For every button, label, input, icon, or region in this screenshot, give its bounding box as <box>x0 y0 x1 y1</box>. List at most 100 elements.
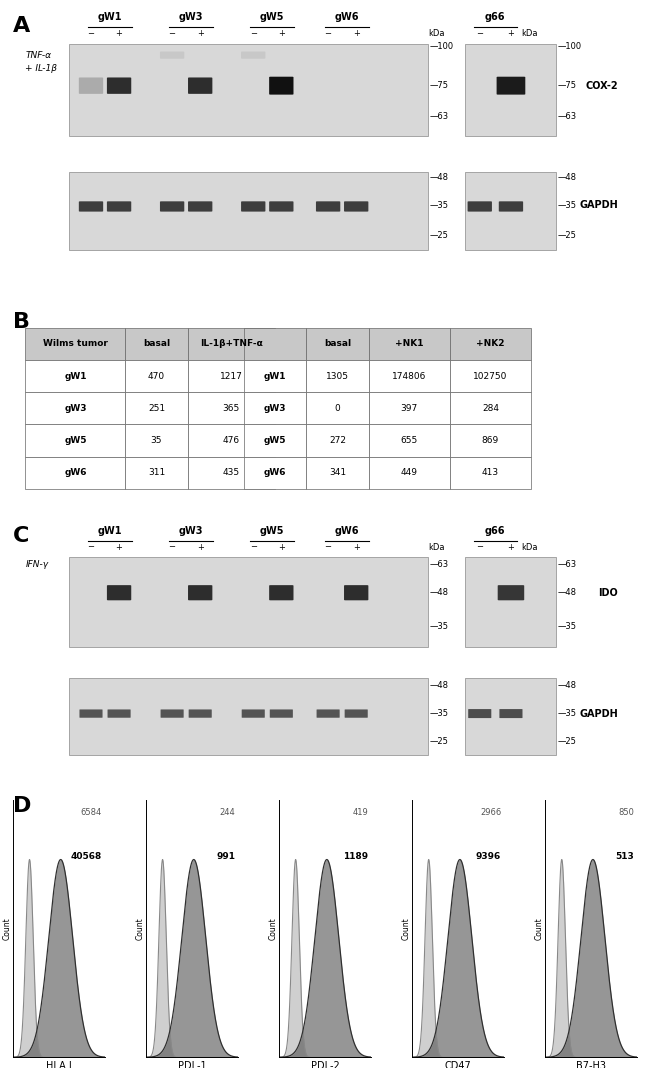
Text: −: − <box>476 30 483 38</box>
Text: Wilms tumor: Wilms tumor <box>43 340 108 348</box>
Bar <box>125 360 188 392</box>
Text: +NK2: +NK2 <box>476 340 504 348</box>
FancyBboxPatch shape <box>317 709 340 718</box>
Text: 435: 435 <box>223 468 240 477</box>
Text: +: + <box>353 30 359 38</box>
Text: +: + <box>116 30 122 38</box>
Text: —35: —35 <box>430 709 449 718</box>
Text: +: + <box>197 30 203 38</box>
Text: kDa: kDa <box>521 30 538 38</box>
X-axis label: CD47: CD47 <box>445 1062 471 1068</box>
Text: 1305: 1305 <box>326 372 349 380</box>
Y-axis label: Count: Count <box>136 917 145 940</box>
Bar <box>450 360 531 392</box>
X-axis label: PDL-1: PDL-1 <box>177 1062 206 1068</box>
FancyBboxPatch shape <box>79 709 103 718</box>
Y-axis label: Count: Count <box>268 917 278 940</box>
Bar <box>125 457 188 489</box>
Bar <box>306 328 369 360</box>
Text: —35: —35 <box>558 709 577 718</box>
Text: —100: —100 <box>430 43 454 51</box>
Text: gW5: gW5 <box>260 527 284 536</box>
Text: 476: 476 <box>223 436 240 445</box>
Text: g66: g66 <box>485 527 506 536</box>
Text: kDa: kDa <box>428 543 445 551</box>
Text: gW1: gW1 <box>264 372 287 380</box>
Bar <box>25 328 125 360</box>
Text: 470: 470 <box>148 372 165 380</box>
Text: 869: 869 <box>482 436 499 445</box>
Text: —35: —35 <box>558 622 577 631</box>
Text: 513: 513 <box>616 851 634 861</box>
FancyBboxPatch shape <box>465 44 556 136</box>
Bar <box>125 424 188 457</box>
Text: kDa: kDa <box>428 30 445 38</box>
FancyBboxPatch shape <box>188 585 213 600</box>
Text: gW5: gW5 <box>260 12 284 21</box>
FancyBboxPatch shape <box>344 202 369 211</box>
Text: 850: 850 <box>618 807 634 817</box>
Text: + IL-1β: + IL-1β <box>25 64 57 74</box>
Text: —63: —63 <box>430 560 449 569</box>
Text: basal: basal <box>324 340 351 348</box>
Text: —25: —25 <box>558 231 577 240</box>
FancyBboxPatch shape <box>465 677 556 755</box>
Text: −: − <box>250 543 257 551</box>
X-axis label: HLA I: HLA I <box>46 1062 72 1068</box>
Text: —100: —100 <box>558 43 582 51</box>
Text: —75: —75 <box>558 81 577 90</box>
FancyBboxPatch shape <box>498 585 524 600</box>
Text: —25: —25 <box>558 737 577 747</box>
Text: +: + <box>278 543 285 551</box>
Text: −: − <box>324 30 332 38</box>
FancyBboxPatch shape <box>242 709 265 718</box>
Text: gW5: gW5 <box>64 436 86 445</box>
Text: 272: 272 <box>329 436 346 445</box>
FancyBboxPatch shape <box>499 202 523 211</box>
FancyBboxPatch shape <box>161 709 184 718</box>
Bar <box>25 424 125 457</box>
Bar <box>306 360 369 392</box>
FancyBboxPatch shape <box>270 709 293 718</box>
Text: COX-2: COX-2 <box>586 81 618 91</box>
FancyBboxPatch shape <box>69 172 428 250</box>
FancyBboxPatch shape <box>107 78 131 94</box>
FancyBboxPatch shape <box>465 172 556 250</box>
Text: 284: 284 <box>482 404 499 413</box>
Text: —48: —48 <box>558 680 577 690</box>
Bar <box>369 360 450 392</box>
FancyBboxPatch shape <box>160 202 185 211</box>
FancyBboxPatch shape <box>107 202 131 211</box>
Y-axis label: Count: Count <box>402 917 411 940</box>
FancyBboxPatch shape <box>465 556 556 647</box>
Text: gW1: gW1 <box>98 527 122 536</box>
Text: IL-1β+TNF-α: IL-1β+TNF-α <box>200 340 263 348</box>
Text: —25: —25 <box>430 737 448 747</box>
FancyBboxPatch shape <box>69 677 428 755</box>
Text: 365: 365 <box>223 404 240 413</box>
FancyBboxPatch shape <box>241 202 265 211</box>
Text: —35: —35 <box>430 201 449 209</box>
Text: −: − <box>250 30 257 38</box>
Text: 397: 397 <box>400 404 418 413</box>
Text: gW3: gW3 <box>179 527 203 536</box>
Text: B: B <box>13 312 30 332</box>
Bar <box>244 360 306 392</box>
FancyBboxPatch shape <box>497 77 525 95</box>
Bar <box>25 392 125 424</box>
Text: basal: basal <box>143 340 170 348</box>
Bar <box>244 328 306 360</box>
Text: C: C <box>13 525 29 546</box>
FancyBboxPatch shape <box>269 585 294 600</box>
FancyBboxPatch shape <box>188 709 212 718</box>
Bar <box>306 457 369 489</box>
Bar <box>188 424 275 457</box>
Bar <box>188 457 275 489</box>
Text: gW3: gW3 <box>264 404 287 413</box>
Bar <box>244 424 306 457</box>
FancyBboxPatch shape <box>467 202 492 211</box>
FancyBboxPatch shape <box>269 202 294 211</box>
FancyBboxPatch shape <box>344 585 369 600</box>
Text: 174806: 174806 <box>392 372 426 380</box>
Text: +: + <box>116 543 122 551</box>
